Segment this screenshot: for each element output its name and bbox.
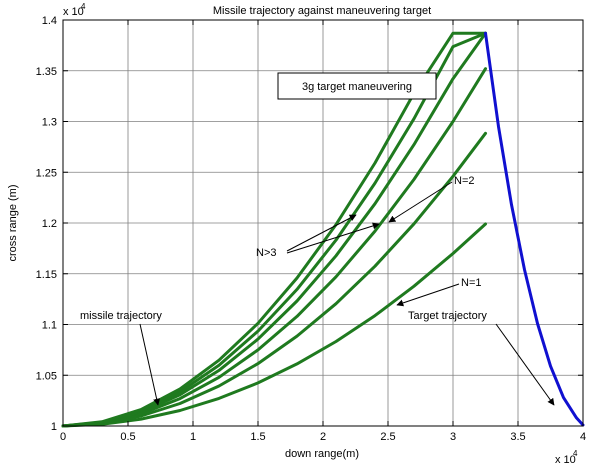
x-tick-label: 1.5	[250, 431, 265, 443]
x-exponent-power: 4	[573, 449, 578, 458]
x-tick-label: 3.5	[510, 431, 525, 443]
y-exponent: x 10 4	[63, 2, 86, 18]
x-tick-label: 3	[450, 431, 456, 443]
y-tick-label: 1.1	[42, 320, 57, 332]
arrow-n-gt-3-lower	[286, 222, 380, 254]
y-exponent-base: x 10	[63, 6, 84, 18]
y-tick-label: 1.4	[42, 15, 57, 27]
annotation-target-maneuver: 3g target maneuvering	[302, 81, 412, 93]
x-tick-label: 2.5	[380, 431, 395, 443]
series-line-6	[484, 31, 585, 427]
arrow-target-trajectory	[495, 323, 555, 406]
x-tick-label: 0.5	[120, 431, 135, 443]
annotation-n2: N=2	[454, 175, 475, 187]
y-tick-label: 1.2	[42, 218, 57, 230]
x-tick-label: 2	[320, 431, 326, 443]
y-exponent-power: 4	[81, 2, 86, 11]
annotation-arrows	[139, 181, 555, 406]
y-tick-label: 1.3	[42, 117, 57, 129]
grid	[63, 20, 583, 426]
x-exponent-base: x 10	[555, 454, 576, 466]
arrow-n-gt-3-upper	[286, 214, 357, 252]
annotation-box	[277, 72, 437, 100]
series-line-0	[61, 222, 487, 428]
arrow-n2	[388, 181, 453, 223]
annotation-missile-trajectory: missile trajectory	[80, 310, 162, 322]
axis-ticks: 0 0.5 1 1.5 2 2.5 3 3.5 4 1 1.05 1.1 1.15 1.2 1.25 1.3 1…	[36, 15, 586, 443]
arrow-missile-trajectory	[139, 323, 161, 406]
x-exponent: x 10 4	[555, 449, 578, 466]
y-tick-label: 1	[51, 421, 57, 433]
y-tick-label: 1.15	[36, 269, 57, 281]
x-tick-label: 0	[60, 431, 66, 443]
annotation-target-trajectory: Target trajectory	[408, 310, 487, 322]
y-tick-label: 1.35	[36, 66, 57, 78]
arrow-n1	[396, 283, 460, 307]
y-tick-label: 1.05	[36, 370, 57, 382]
x-tick-label: 1	[190, 431, 196, 443]
y-axis-label: cross range (m)	[7, 184, 19, 261]
annotation-n1: N=1	[461, 277, 482, 289]
chart-title: Missile trajectory against maneuvering t…	[213, 5, 431, 17]
x-tick-label: 4	[580, 431, 586, 443]
annotation-n-gt-3: N>3	[256, 247, 277, 259]
series-line-1	[61, 131, 487, 428]
x-axis-label: down range(m)	[285, 448, 359, 460]
y-tick-label: 1.25	[36, 167, 57, 179]
